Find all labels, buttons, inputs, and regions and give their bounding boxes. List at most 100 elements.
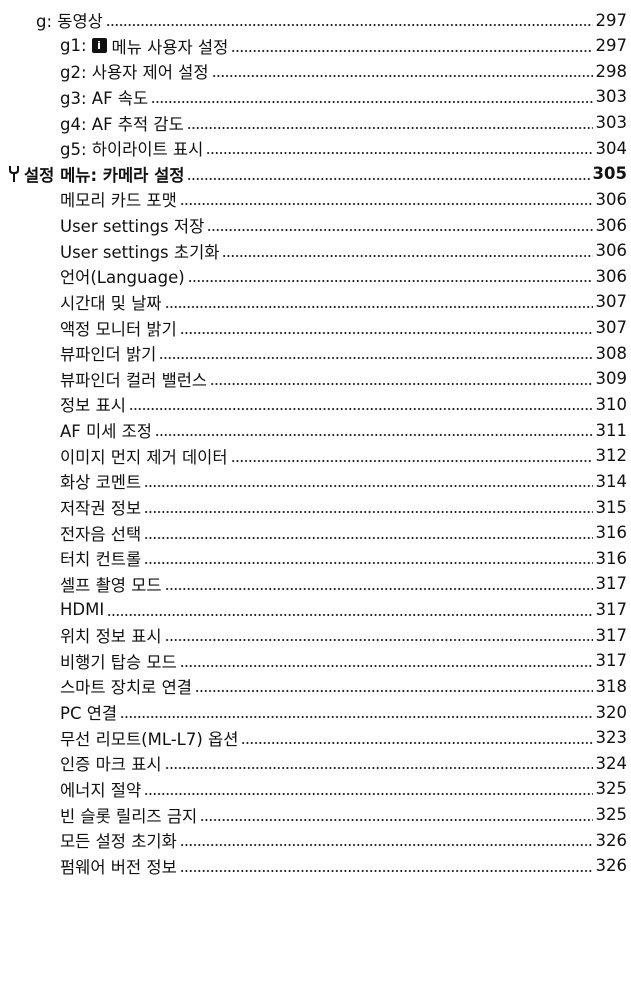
- page-number: 317: [595, 600, 628, 620]
- dot-leader: [164, 304, 593, 309]
- dot-leader: [194, 689, 593, 694]
- entry-label: 이미지 먼지 제거 데이터: [60, 447, 228, 467]
- page-number: 304: [595, 138, 628, 158]
- page-number: 305: [592, 164, 627, 184]
- toc-row: 액정 모니터 밝기 307: [0, 315, 627, 341]
- toc-row: 이미지 먼지 제거 데이터 312: [0, 443, 627, 469]
- entry-label: 빈 슬롯 릴리즈 금지: [60, 806, 198, 826]
- toc-row: 화상 코멘트 314: [0, 468, 627, 494]
- entry-label: g3: AF 속도: [60, 88, 149, 108]
- entry-label: AF 미세 조정: [60, 422, 152, 442]
- page-number: 311: [595, 420, 628, 440]
- entry-label: 설정 메뉴: 카메라 설정: [24, 165, 185, 185]
- toc-row: g3: AF 속도 303: [0, 84, 627, 110]
- entry-label: PC 연결: [60, 704, 118, 724]
- toc-row: 인증 마크 표시 324: [0, 750, 627, 776]
- toc-row: g1: i 메뉴 사용자 설정 297: [0, 33, 627, 59]
- page-number: 325: [595, 779, 628, 799]
- toc-row: User settings 초기화 306: [0, 238, 627, 264]
- toc-row: g5: 하이라이트 표시 304: [0, 135, 627, 161]
- page-number: 316: [595, 548, 628, 568]
- dot-leader: [128, 407, 593, 412]
- toc-row: g4: AF 추적 감도 303: [0, 110, 627, 136]
- toc-row: 비행기 탑승 모드 317: [0, 648, 627, 674]
- dot-leader: [207, 228, 593, 233]
- toc-row: 언어(Language) 306: [0, 263, 627, 289]
- dot-leader: [179, 663, 593, 668]
- dot-leader: [179, 868, 593, 873]
- page-number: 308: [595, 343, 628, 363]
- entry-label: 비행기 탑승 모드: [60, 652, 177, 672]
- page-number: 317: [595, 625, 628, 645]
- entry-label: 스마트 장치로 연결: [60, 678, 192, 698]
- entry-label: 뷰파인더 밝기: [60, 345, 157, 365]
- entry-label: 펌웨어 버전 정보: [60, 857, 177, 877]
- menu-icon: i: [91, 38, 107, 54]
- toc-row: User settings 저장 306: [0, 212, 627, 238]
- entry-label: 위치 정보 표시: [60, 627, 162, 647]
- toc-row: AF 미세 조정 311: [0, 417, 627, 443]
- dot-leader: [179, 843, 593, 848]
- toc-row: 시간대 및 날짜 307: [0, 289, 627, 315]
- dot-leader: [164, 766, 593, 771]
- page-number: 297: [595, 10, 628, 30]
- toc-row: PC 연결 320: [0, 699, 627, 725]
- page-number: 303: [595, 113, 628, 133]
- entry-label: g5: 하이라이트 표시: [60, 140, 204, 160]
- page-number: 297: [595, 36, 628, 56]
- dot-leader: [164, 638, 593, 643]
- entry-label: 전자음 선택: [60, 524, 142, 544]
- dot-leader: [144, 484, 593, 489]
- entry-label: HDMI: [60, 600, 105, 620]
- dot-leader: [200, 817, 593, 822]
- dot-leader: [105, 23, 593, 27]
- entry-label: 언어(Language): [60, 268, 185, 288]
- page-number: 306: [595, 241, 628, 261]
- dot-leader: [144, 791, 593, 796]
- wrench-icon: [9, 165, 19, 182]
- toc-row: 저작권 정보 315: [0, 494, 627, 520]
- page-number: 323: [595, 728, 628, 748]
- dot-leader: [206, 151, 593, 156]
- entry-label: g: 동영상: [36, 12, 103, 31]
- entry-label: User settings 저장: [60, 217, 205, 237]
- dot-leader: [211, 74, 593, 79]
- page-number: 317: [595, 574, 628, 594]
- page-number: 317: [595, 651, 628, 671]
- page-number: 307: [595, 292, 628, 312]
- toc-row: 위치 정보 표시 317: [0, 622, 627, 648]
- dot-leader: [179, 202, 593, 207]
- toc-row: 스마트 장치로 연결 318: [0, 673, 627, 699]
- page-number: 318: [595, 676, 628, 696]
- toc-row: 설정 메뉴: 카메라 설정 305: [0, 161, 627, 187]
- page-number: 315: [595, 497, 628, 517]
- dot-leader: [179, 330, 593, 335]
- entry-label: 저작권 정보: [60, 499, 142, 518]
- entry-label: User settings 초기화: [60, 242, 220, 262]
- dot-leader: [155, 433, 593, 438]
- dot-leader: [231, 48, 593, 53]
- dot-leader: [186, 125, 593, 130]
- entry-label: 무선 리모트(ML-L7) 옵션: [60, 729, 239, 749]
- page-number: 303: [595, 87, 628, 107]
- dot-leader: [144, 561, 593, 566]
- page-number: 325: [595, 805, 628, 825]
- dot-leader: [144, 535, 593, 540]
- toc-row: 빈 슬롯 릴리즈 금지 325: [0, 802, 627, 828]
- entry-label: 정보 표시: [60, 396, 126, 416]
- page-number: 312: [595, 446, 628, 466]
- toc-row: 모든 설정 초기화 326: [0, 827, 627, 853]
- entry-label: 시간대 및 날짜: [60, 293, 162, 313]
- toc-row: 셀프 촬영 모드 317: [0, 571, 627, 597]
- dot-leader: [187, 176, 590, 181]
- toc-row: 에너지 절약 325: [0, 776, 627, 802]
- page-number: 298: [595, 61, 628, 81]
- page-number: 306: [595, 266, 628, 286]
- page-number: 306: [595, 189, 628, 209]
- toc-row: 무선 리모트(ML-L7) 옵션 323: [0, 725, 627, 751]
- entry-label: 뷰파인더 컬러 밸런스: [60, 370, 208, 390]
- toc-row: 전자음 선택 316: [0, 520, 627, 546]
- toc-row: 뷰파인더 컬러 밸런스 309: [0, 366, 627, 392]
- page-number: 320: [595, 702, 628, 722]
- entry-label: g1:: [60, 36, 87, 56]
